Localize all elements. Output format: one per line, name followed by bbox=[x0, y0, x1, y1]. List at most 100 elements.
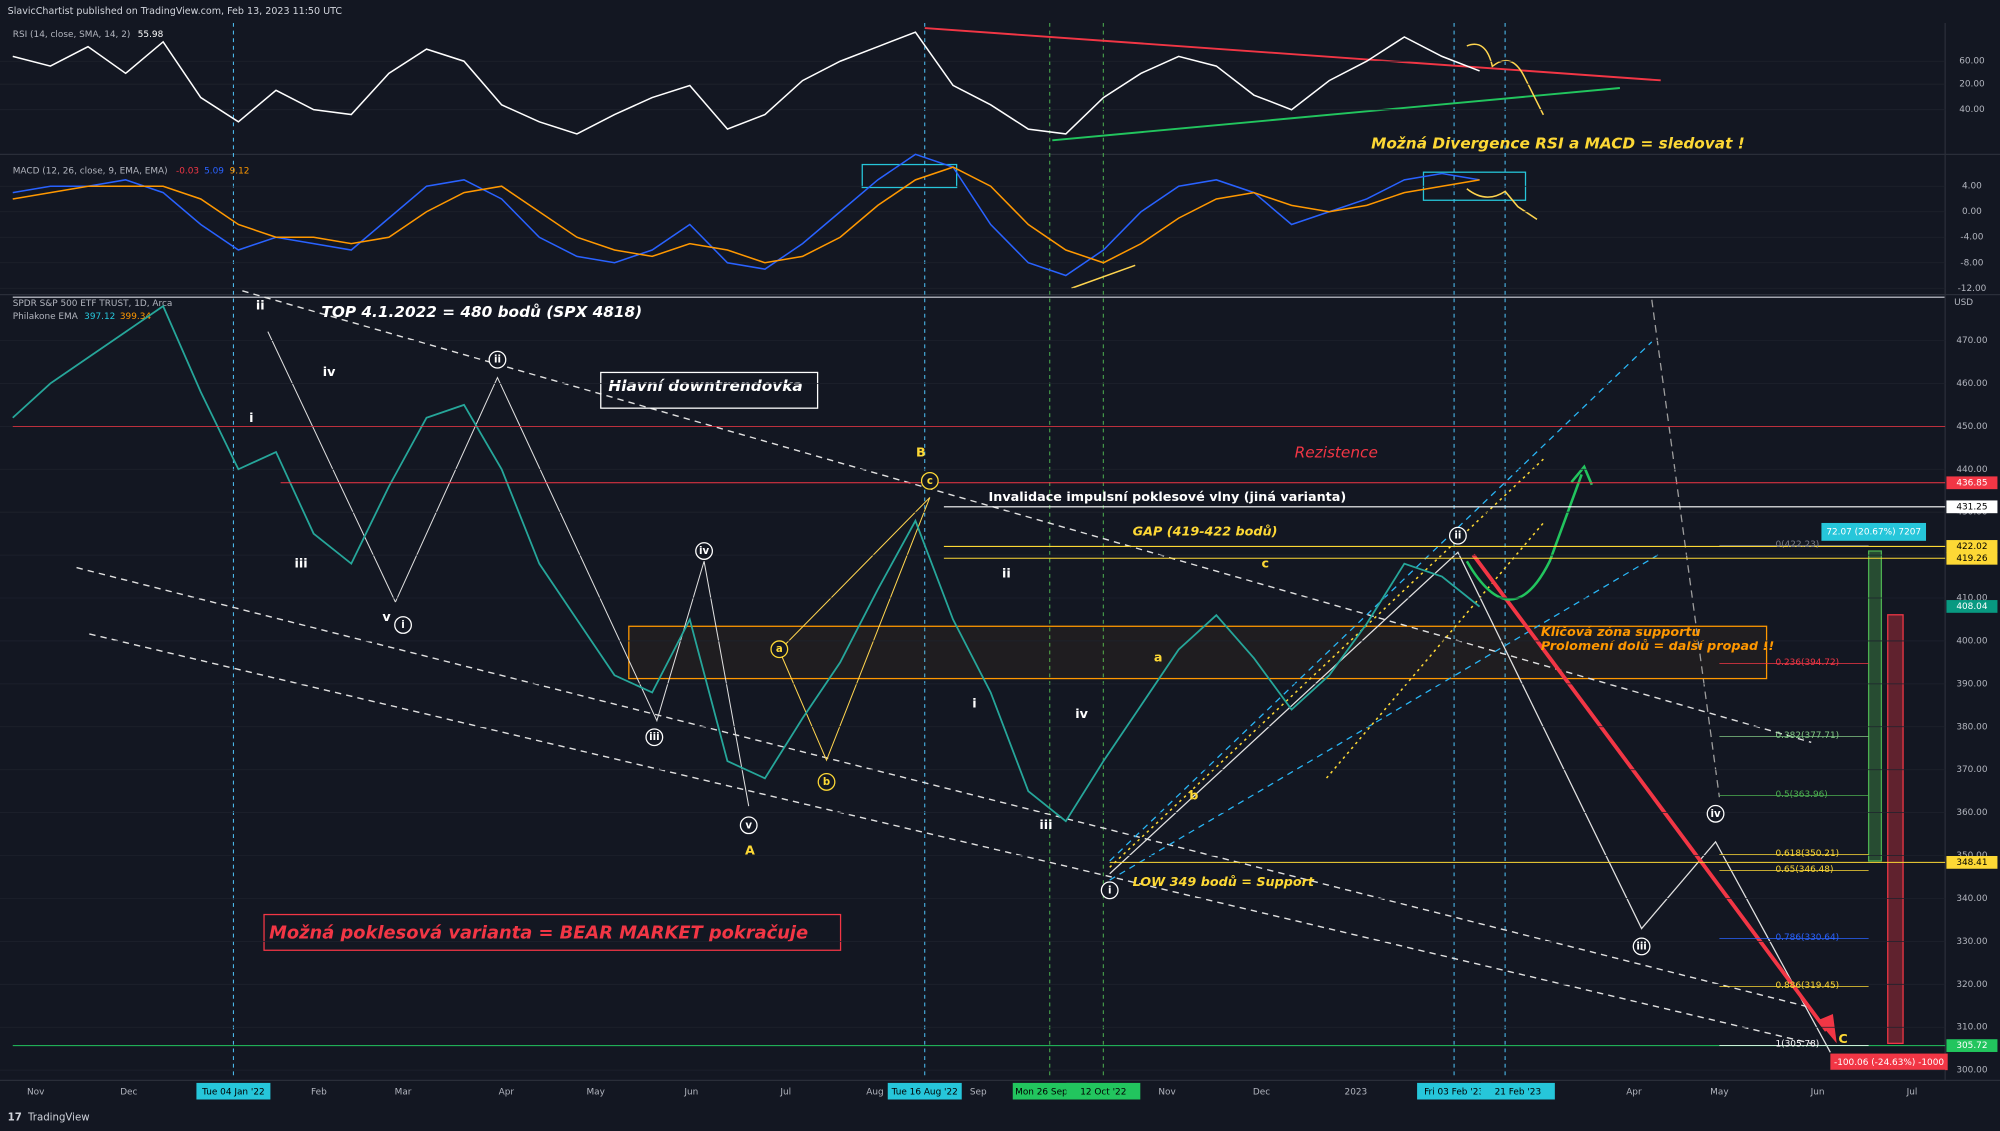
x-tick-label: Apr bbox=[499, 1087, 515, 1097]
wave-circle bbox=[920, 471, 939, 490]
fib-label: 1(305.78) bbox=[1776, 1040, 1820, 1050]
logo: 17 bbox=[8, 1112, 22, 1123]
y-tick-label: 450.00 bbox=[1956, 422, 1987, 432]
price-tag: 436.85 bbox=[1956, 478, 1987, 488]
y-tick-label: 470.00 bbox=[1956, 336, 1987, 346]
y-tick-label: 360.00 bbox=[1956, 808, 1987, 818]
tag-bg bbox=[1830, 1053, 1948, 1071]
publisher: SlavicChartist published on TradingView.… bbox=[8, 6, 343, 17]
channel bbox=[76, 290, 1812, 1045]
x-tick-label: Jul bbox=[779, 1087, 791, 1097]
y-tick-label: 60.00 bbox=[1959, 57, 1985, 67]
channel-line bbox=[89, 633, 1812, 1045]
wave-circle bbox=[1100, 881, 1119, 900]
wave-label: a bbox=[1154, 651, 1163, 666]
wave-label: ii bbox=[1454, 531, 1461, 542]
wave-label: b bbox=[823, 777, 830, 788]
x-tick-label: Jun bbox=[1810, 1087, 1825, 1097]
price-tag: 348.41 bbox=[1956, 858, 1987, 868]
wave-label: c bbox=[1262, 556, 1270, 571]
x-tick-label: Tue 16 Aug '22 bbox=[891, 1087, 958, 1097]
wave-label: a bbox=[776, 644, 783, 655]
wave-circle bbox=[739, 816, 758, 835]
y-tick-label: -12.00 bbox=[1958, 284, 1987, 294]
time-highlight bbox=[1066, 1082, 1141, 1100]
projection-up bbox=[1651, 299, 1721, 798]
arrow-head bbox=[1817, 1014, 1837, 1044]
price-tag-bg bbox=[1946, 600, 1998, 613]
ema-value: 397.12 bbox=[84, 312, 115, 322]
annotation: TOP 4.1.2022 = 480 bodů (SPX 4818) bbox=[321, 303, 642, 321]
macd-arrow bbox=[1466, 188, 1538, 221]
x-tick-label: Mon 26 Sep '22 bbox=[1015, 1087, 1084, 1097]
wave-circle bbox=[488, 350, 507, 369]
wave-label: c bbox=[927, 476, 933, 487]
wave-label: iii bbox=[294, 556, 307, 571]
wave-label: iv bbox=[699, 546, 709, 557]
y-tick-label: 340.00 bbox=[1956, 894, 1987, 904]
annotation-box bbox=[263, 913, 842, 951]
x-tick-label: Nov bbox=[1158, 1087, 1175, 1097]
y-tick-label: 300.00 bbox=[1956, 1066, 1987, 1076]
x-tick-label: Sep bbox=[970, 1087, 987, 1097]
y-tick-label: 400.00 bbox=[1956, 636, 1987, 646]
wave-circle bbox=[770, 640, 789, 659]
macd-reading: 9.12 bbox=[230, 166, 250, 176]
price-line bbox=[12, 304, 1481, 823]
channel-line bbox=[1109, 554, 1659, 881]
y-tick-label: 330.00 bbox=[1956, 937, 1987, 947]
x-tick-label: Jul bbox=[1906, 1087, 1918, 1097]
wave-label: i bbox=[249, 411, 253, 426]
wave-circle bbox=[645, 728, 664, 747]
wave-label: i bbox=[1108, 885, 1112, 896]
macd-label: MACD (12, 26, close, 9, EMA, EMA) bbox=[13, 166, 168, 176]
rsi-value: 55.98 bbox=[138, 30, 164, 40]
price-tag: 422.02 bbox=[1956, 542, 1987, 552]
y-tick-label: 460.00 bbox=[1956, 379, 1987, 389]
price-tag-bg bbox=[1946, 551, 1998, 565]
macd-arrow bbox=[1071, 264, 1136, 289]
macd-reading: 5.09 bbox=[204, 166, 224, 176]
price-tag: 431.25 bbox=[1956, 502, 1987, 512]
wave-label: iii bbox=[1636, 941, 1646, 952]
arrow-head bbox=[1570, 464, 1594, 486]
fib-label: 0.236(394.72) bbox=[1776, 658, 1840, 668]
measure-label: -100.06 (-24.63%) -1000 bbox=[1834, 1058, 1944, 1068]
footer: TradingView bbox=[27, 1112, 90, 1123]
x-tick-label: Fri 03 Feb '23 bbox=[1424, 1087, 1484, 1097]
wave-circle bbox=[1448, 526, 1467, 545]
fib-label: 0.618(350.21) bbox=[1776, 849, 1840, 859]
canvas: SlavicChartist published on TradingView.… bbox=[0, 6, 2000, 1123]
support-zone bbox=[628, 625, 1768, 680]
annotation: Možná poklesová varianta = BEAR MARKET p… bbox=[269, 923, 808, 944]
price-tag-bg bbox=[1946, 500, 1998, 514]
measure-label: 72.07 (20.67%) 7207 bbox=[1826, 527, 1921, 537]
price-tag: 408.04 bbox=[1956, 602, 1987, 612]
price-tag: 305.72 bbox=[1956, 1041, 1987, 1051]
x-tick-label: Feb bbox=[311, 1087, 327, 1097]
wave-circle bbox=[695, 542, 714, 560]
time-highlight bbox=[887, 1082, 962, 1100]
price-tag-bg bbox=[1946, 855, 1998, 869]
annotation: Prolomení dolů = další propad !! bbox=[1541, 639, 1774, 654]
x-tick-label: May bbox=[1710, 1087, 1728, 1097]
ema-label: Philakone EMA bbox=[13, 312, 79, 322]
y-tick-label: 410.00 bbox=[1956, 594, 1987, 604]
x-tick-label: 2023 bbox=[1345, 1087, 1368, 1097]
y-tick-label: -4.00 bbox=[1960, 233, 1983, 243]
wave-label: v bbox=[382, 610, 391, 625]
wave-label: ii bbox=[1002, 566, 1011, 581]
y-tick-label: 4.00 bbox=[1962, 182, 1982, 192]
x-tick-label: Tue 04 Jan '22 bbox=[201, 1087, 265, 1097]
wave-circle bbox=[394, 616, 412, 634]
bear-arrow bbox=[1471, 553, 1829, 1032]
wave-label: b bbox=[1189, 788, 1198, 803]
x-tick-label: 21 Feb '23 bbox=[1495, 1087, 1542, 1097]
symbol: SPDR S&P 500 ETF TRUST, 1D, Arca bbox=[13, 299, 173, 309]
wave-label: v bbox=[745, 820, 752, 831]
fib-label: 0.5(363.96) bbox=[1776, 790, 1828, 800]
y-tick-label: 440.00 bbox=[1956, 465, 1987, 475]
annotation: Hlavní downtrendovka bbox=[608, 377, 802, 395]
